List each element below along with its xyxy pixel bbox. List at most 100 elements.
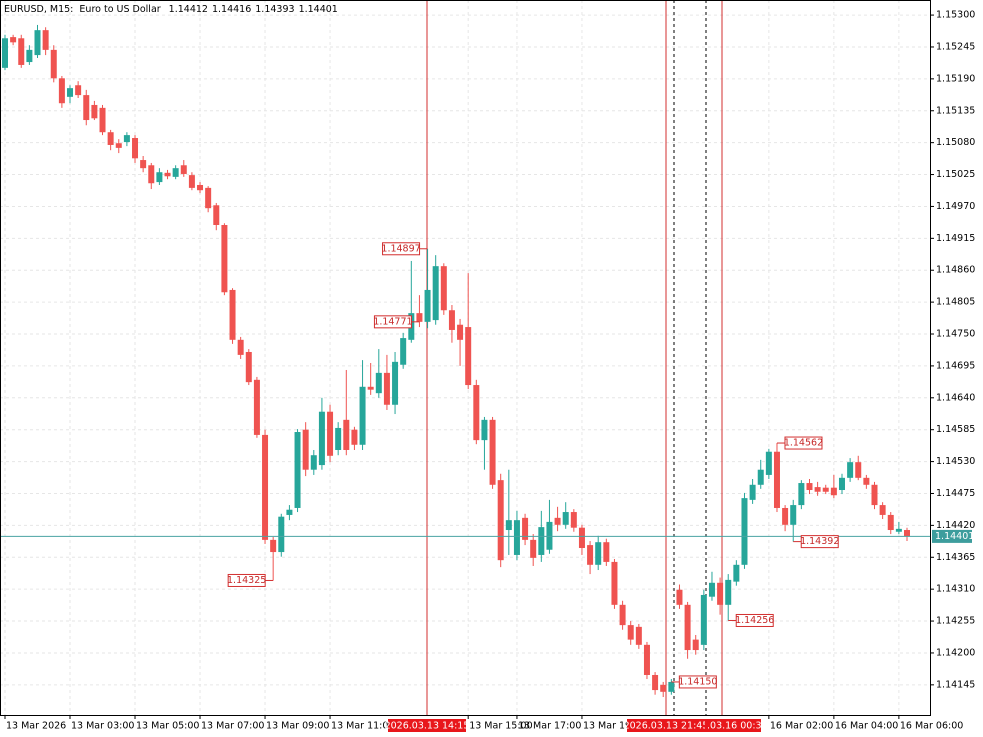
y-tick-label: 1.14200 xyxy=(936,647,975,658)
candle-body xyxy=(692,639,699,651)
candle-body xyxy=(115,143,122,148)
annotation-label: 1.14771 xyxy=(373,316,412,327)
candle-body xyxy=(123,135,130,143)
time-markers: 2026.03.13 14:15 2026.03.13 21:45 .03.16… xyxy=(385,719,768,732)
candle-body xyxy=(725,579,732,605)
candle-body xyxy=(757,469,764,485)
annotation-box xyxy=(784,436,823,450)
candle-body xyxy=(879,505,886,515)
x-tick-label: 13 Mar 07:00 xyxy=(201,721,264,732)
candle-body xyxy=(830,487,837,496)
y-tick-label: 1.14255 xyxy=(936,616,975,627)
candle-body xyxy=(562,512,569,525)
candle-body xyxy=(367,386,374,390)
candle-body xyxy=(700,594,707,645)
candle-body xyxy=(513,520,520,555)
candle-body xyxy=(180,165,187,174)
annotation-box xyxy=(227,573,266,587)
candle-body xyxy=(34,30,41,56)
y-tick-label: 1.14530 xyxy=(936,456,975,467)
x-tick-label: 16 Mar 04:00 xyxy=(835,721,898,732)
annotation-label: 1.14562 xyxy=(784,438,823,449)
candle-body xyxy=(635,626,642,645)
x-tick-label: 13 Mar 11:00 xyxy=(331,721,394,732)
y-tick-label: 1.15190 xyxy=(936,73,975,84)
candle-body xyxy=(318,411,325,466)
candle-body xyxy=(343,419,350,450)
y-tick-label: 1.14310 xyxy=(936,584,975,595)
plot-frame xyxy=(0,0,931,716)
x-tick-label: 13 Mar 19:00 xyxy=(583,721,646,732)
candle-body xyxy=(172,168,179,177)
y-tick-label: 1.15135 xyxy=(936,105,975,116)
candle-body xyxy=(26,49,33,63)
candle-body xyxy=(351,429,358,445)
candle-body xyxy=(489,419,496,485)
candle-body xyxy=(481,419,488,441)
candle-body xyxy=(643,644,650,675)
candle-body xyxy=(416,313,423,322)
candle-body xyxy=(99,107,106,133)
candle-body xyxy=(286,509,293,515)
annotation-box xyxy=(382,242,421,256)
y-tick-label: 1.15245 xyxy=(936,41,975,52)
candle-body xyxy=(294,432,301,508)
candle-body xyxy=(741,498,748,565)
y-tick-label: 1.14145 xyxy=(936,679,975,690)
candle-body xyxy=(595,542,602,565)
candle-body xyxy=(465,327,472,386)
annotation-label: 1.14897 xyxy=(381,243,420,254)
candle-body xyxy=(773,451,780,508)
annotation-box xyxy=(373,315,412,329)
y-tick-label: 1.14970 xyxy=(936,201,975,212)
candle-body xyxy=(278,516,285,553)
candle-body xyxy=(91,104,98,119)
candle-body xyxy=(237,339,244,355)
candle-body xyxy=(58,78,65,104)
candle-body xyxy=(448,310,455,330)
candle-body xyxy=(546,521,553,550)
candle-body xyxy=(587,545,594,565)
candle-body xyxy=(570,512,577,528)
candle-body xyxy=(904,530,910,537)
candle-body xyxy=(708,582,715,597)
y-tick-label: 1.14695 xyxy=(936,360,975,371)
current-price-box xyxy=(932,529,972,543)
candle-body xyxy=(140,160,147,169)
candle-body xyxy=(18,38,25,65)
annotation-box xyxy=(735,613,774,627)
candle-body xyxy=(302,429,309,470)
annotation-label: 1.14256 xyxy=(735,615,774,626)
candle-body xyxy=(42,30,49,50)
candle-body xyxy=(684,604,691,651)
candle-body xyxy=(327,411,334,456)
candle-body xyxy=(50,49,57,79)
y-tick-label: 1.15300 xyxy=(936,10,975,21)
candle-body xyxy=(457,324,464,340)
candle-body xyxy=(245,351,252,383)
candle-body xyxy=(887,514,894,531)
candle-body xyxy=(205,187,212,209)
candle-body xyxy=(424,289,431,322)
candle-body xyxy=(497,480,504,561)
candle-body xyxy=(2,38,8,68)
candle-body xyxy=(197,184,204,191)
candle-body xyxy=(554,517,561,525)
candle-body xyxy=(505,520,512,531)
header-low: 1.14393 xyxy=(255,4,294,15)
x-tick-label: 13 Mar 2026 xyxy=(6,721,66,732)
annotation-label: 1.14150 xyxy=(678,676,717,687)
candle-body xyxy=(765,451,772,475)
candle-body xyxy=(107,132,114,145)
candle-body xyxy=(10,37,17,43)
x-tick-label: 13 Mar 05:00 xyxy=(136,721,199,732)
x-tick-label: 13 Mar 03:00 xyxy=(71,721,134,732)
candle-body xyxy=(530,539,537,558)
y-tick-label: 1.14640 xyxy=(936,392,975,403)
time-marker-label: 2026.03.13 14:15 xyxy=(385,721,470,732)
x-tick-label: 16 Mar 02:00 xyxy=(770,721,833,732)
header-high: 1.14416 xyxy=(212,4,251,15)
candle-body xyxy=(432,266,439,321)
